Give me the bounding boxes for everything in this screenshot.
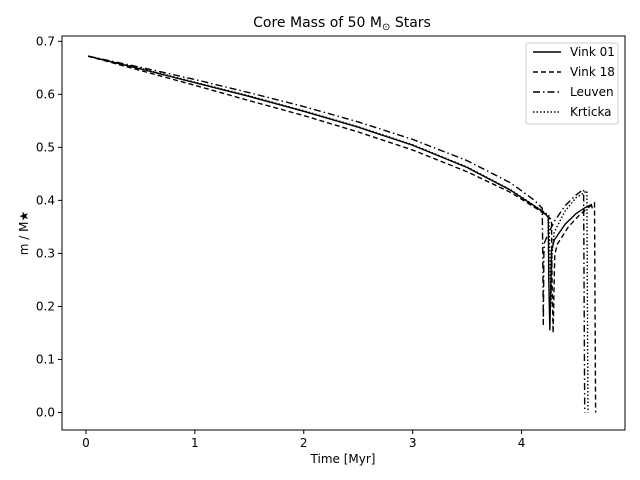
sun-symbol: ⊙ <box>382 22 390 33</box>
chart-title-prefix: Core Mass of 50 M <box>253 15 382 31</box>
x-tick-label-2: 2 <box>300 436 308 450</box>
y-tick-label-3: 0.3 <box>36 246 55 260</box>
y-tick-label-2: 0.2 <box>36 299 55 313</box>
plot-lines <box>87 55 597 413</box>
y-axis-title: m / M★ <box>17 211 31 255</box>
x-tick-label-1: 1 <box>191 436 199 450</box>
y-axis: 0.0 0.1 0.2 0.3 0.4 0.5 0.6 0.7 <box>36 34 62 420</box>
y-tick-label-6: 0.6 <box>36 87 55 101</box>
x-axis: 0 1 2 3 4 <box>82 430 525 450</box>
x-tick-label-4: 4 <box>518 436 526 450</box>
svg-text:Core Mass of 50 M⊙ Stars: Core Mass of 50 M⊙ Stars <box>253 15 431 33</box>
legend-label-2: Leuven <box>570 85 614 99</box>
legend-box <box>525 42 619 125</box>
chart-title: Core Mass of 50 M⊙ Stars <box>253 15 431 33</box>
legend-label-0: Vink 01 <box>570 45 615 59</box>
legend: Vink 01 Vink 18 Leuven Krticka <box>525 42 619 125</box>
chart-title-suffix: Stars <box>390 15 430 31</box>
y-tick-label-4: 0.4 <box>36 193 55 207</box>
x-tick-label-0: 0 <box>82 436 90 450</box>
x-axis-title: Time [Myr] <box>310 452 376 466</box>
y-tick-label-7: 0.7 <box>36 34 55 48</box>
plot-frame <box>61 35 626 431</box>
y-tick-label-5: 0.5 <box>36 140 55 154</box>
y-tick-label-1: 0.1 <box>36 352 55 366</box>
y-tick-label-0: 0.0 <box>36 406 55 420</box>
legend-label-3: Krticka <box>570 105 612 119</box>
series-line-3 <box>87 55 589 413</box>
x-tick-label-3: 3 <box>409 436 417 450</box>
legend-label-1: Vink 18 <box>570 65 615 79</box>
series-line-2 <box>87 55 586 413</box>
